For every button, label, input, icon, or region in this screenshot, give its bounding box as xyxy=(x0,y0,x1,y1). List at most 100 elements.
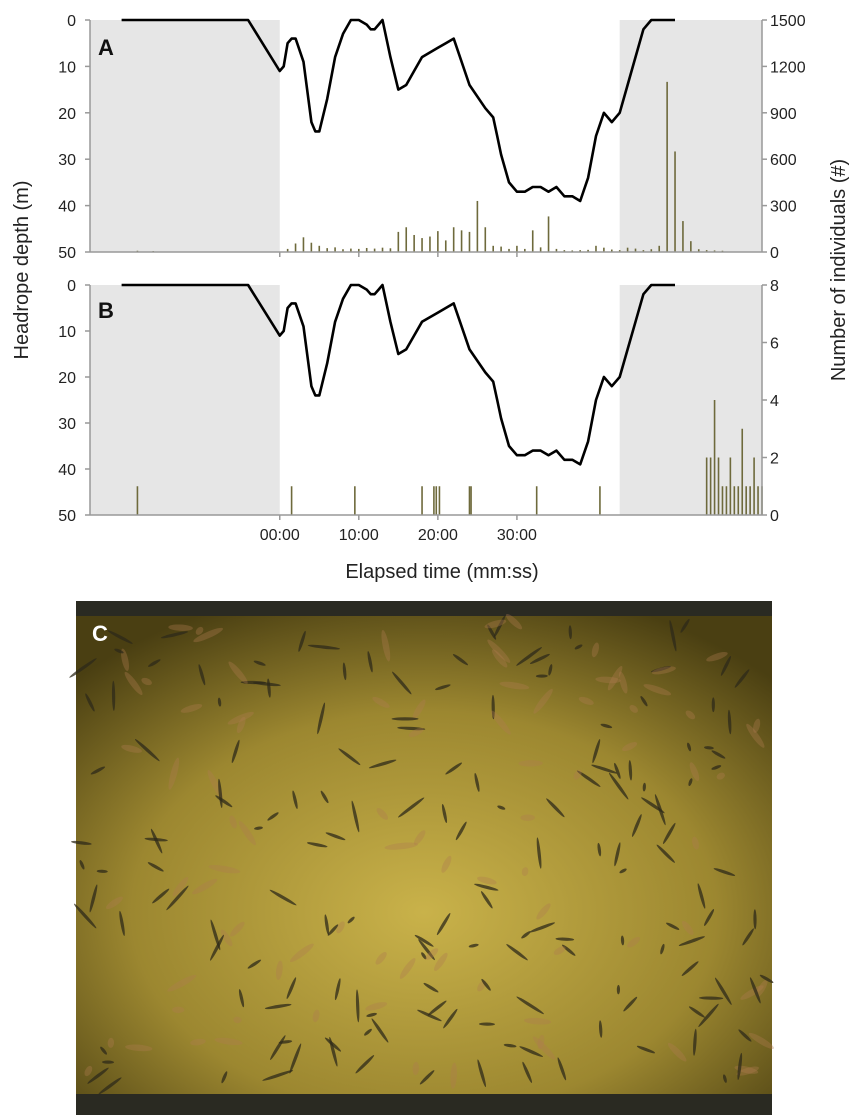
panel-a-count-bar xyxy=(579,250,581,252)
panel-b-count-bar xyxy=(721,486,724,515)
photo-specimen xyxy=(220,929,233,947)
photo-specimen xyxy=(427,1000,447,1016)
photo-specimen xyxy=(468,943,479,948)
photo-specimen xyxy=(499,681,530,690)
panel-b-count-bar xyxy=(599,486,601,515)
photo-specimen xyxy=(351,800,360,833)
photo-specimen xyxy=(685,710,696,720)
panel-b-count-bar xyxy=(753,457,755,515)
photo-specimen xyxy=(520,814,535,821)
photo-specimen xyxy=(210,934,224,961)
photo-specimen xyxy=(443,1008,458,1029)
photo-specimen xyxy=(598,1020,603,1038)
panel-a-count-bar xyxy=(381,247,384,252)
panel-a-count-bar xyxy=(468,231,471,252)
photo-specimen xyxy=(399,957,416,979)
panel-a-count-bar xyxy=(666,81,668,252)
photo-specimen xyxy=(267,678,271,698)
panel-b-count-bar xyxy=(741,428,744,515)
panel-a-count-bar xyxy=(334,247,336,252)
panel-b-depth-tick-label: 40 xyxy=(58,462,76,479)
panel-b-count-bar xyxy=(709,457,712,515)
panel-a-count-tick-label: 600 xyxy=(770,152,797,169)
panel-a-count-tick-label: 1200 xyxy=(770,59,806,76)
photo-specimen xyxy=(688,778,693,787)
panel-a-count-bar xyxy=(563,250,566,252)
panel-a-count-bar xyxy=(571,250,574,252)
panel-a-count-bar xyxy=(413,234,415,252)
panel-a-count-bar xyxy=(555,248,558,252)
panel-a-count-bar xyxy=(294,243,297,252)
photo-specimen xyxy=(228,661,248,684)
panel-b-count-bar xyxy=(757,486,759,515)
panel-a-count-bar xyxy=(603,247,605,252)
panel-b-count-bar xyxy=(535,486,538,515)
panel-a-count-bar xyxy=(484,227,487,252)
panel-c: C xyxy=(69,601,774,1115)
panel-a-depth-tick-label: 40 xyxy=(58,199,76,216)
panel-b-count-bar xyxy=(705,457,708,515)
photo-specimen xyxy=(289,943,314,963)
photo-specimen xyxy=(667,1042,687,1062)
photo-specimen xyxy=(711,697,715,713)
panel-a-count-bar xyxy=(492,245,494,252)
panel-a-count-bar xyxy=(610,249,613,252)
x-tick-label: 20:00 xyxy=(418,527,458,544)
panel-a-count-bar xyxy=(421,238,423,252)
photo-specimen xyxy=(168,624,193,631)
photo-specimen xyxy=(193,627,223,643)
panel-a-count-bar xyxy=(682,221,684,252)
photo-specimen xyxy=(172,1006,185,1014)
photo-specimen xyxy=(481,978,491,991)
photo-specimen xyxy=(592,738,601,764)
panel-a-count-bar xyxy=(326,248,328,252)
photo-specimen xyxy=(69,658,97,678)
panel-a-count-bar xyxy=(397,231,400,252)
panel-a-depth-tick-label: 0 xyxy=(67,13,76,30)
photo-specimen xyxy=(656,844,675,863)
photo-specimen xyxy=(716,772,725,780)
photo-specimen xyxy=(687,742,692,752)
panel-b-depth-tick-label: 20 xyxy=(58,370,76,387)
panel-a-count-bar xyxy=(358,248,360,252)
photo-specimen xyxy=(478,1022,495,1026)
panel-a-count-bar xyxy=(516,245,518,252)
photo-specimen xyxy=(355,1055,375,1074)
photo-specimen xyxy=(503,1043,517,1048)
photo-specimen xyxy=(662,822,676,844)
photo-specimen xyxy=(368,759,397,769)
photo-specimen xyxy=(298,630,306,652)
photo-specimen xyxy=(307,842,328,848)
photo-specimen xyxy=(114,648,124,654)
panel-a-count-tick-label: 0 xyxy=(770,245,779,262)
photo-specimen xyxy=(214,1037,243,1046)
photo-specimen xyxy=(643,684,672,696)
photo-specimen xyxy=(89,884,98,913)
panel-a-count-bar xyxy=(713,250,716,252)
photo-specimen xyxy=(623,996,638,1012)
panel-a-count-bar xyxy=(444,240,447,252)
photo-specimen xyxy=(160,631,189,639)
photo-specimen xyxy=(631,814,642,837)
panel-a-count-bar xyxy=(365,247,368,252)
photo-specimen xyxy=(477,1059,486,1088)
photo-specimen xyxy=(324,1037,342,1052)
photo-specimen xyxy=(746,723,765,748)
photo-specimen xyxy=(713,868,736,876)
photo-specimen xyxy=(355,989,360,1023)
panel-b-count-bar xyxy=(470,486,472,515)
photo-specimen xyxy=(666,922,680,930)
panel-a-count-tick-label: 300 xyxy=(770,199,797,216)
photo-specimen xyxy=(90,766,106,775)
photo-specimen xyxy=(450,1062,457,1089)
photo-specimen xyxy=(455,821,467,841)
photo-specimen xyxy=(195,626,204,635)
photo-specimen xyxy=(253,660,266,666)
photo-specimen xyxy=(493,615,506,638)
photo-specimen xyxy=(738,1029,752,1042)
photo-specimen xyxy=(737,1052,743,1081)
photo-specimen xyxy=(622,742,638,752)
photo-specimen xyxy=(270,1035,286,1061)
panel-a-count-bar xyxy=(286,248,289,252)
x-tick-label: 30:00 xyxy=(497,527,537,544)
